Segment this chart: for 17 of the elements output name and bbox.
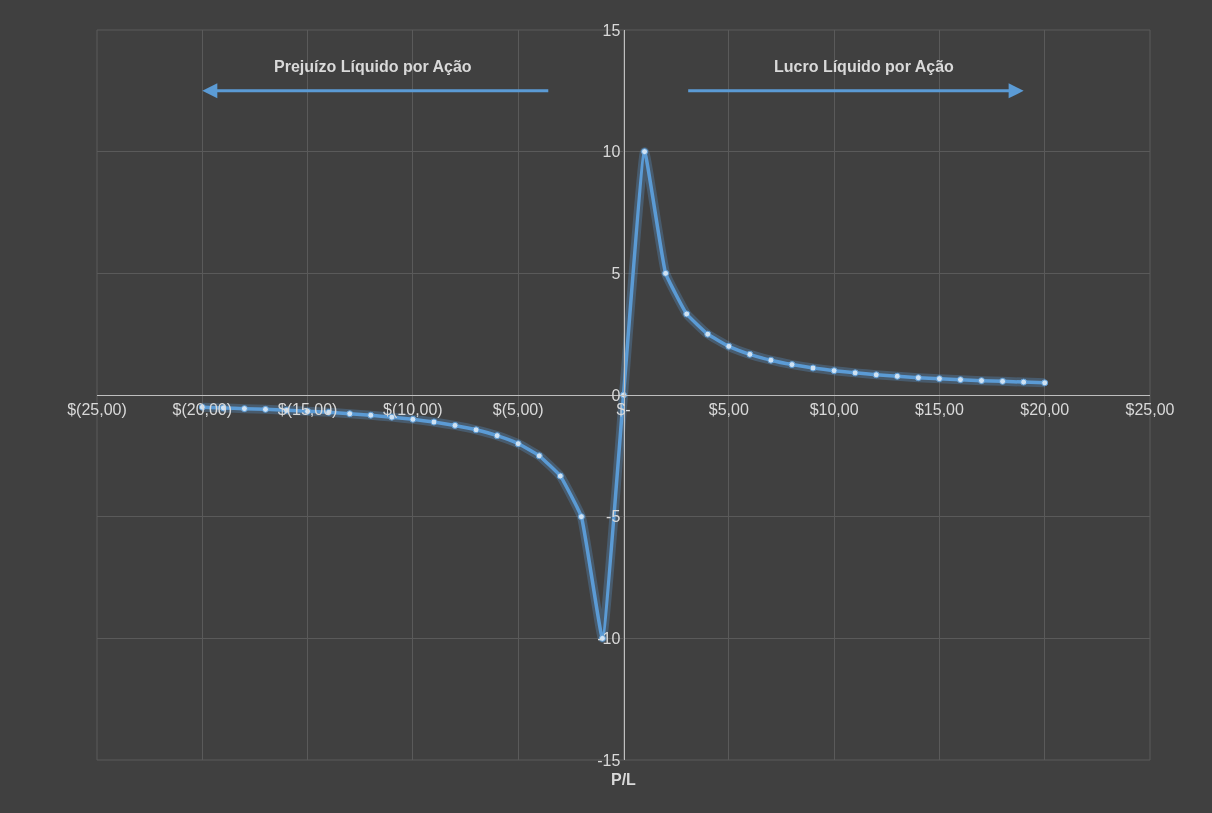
x-tick-label: $10,00 xyxy=(809,401,859,419)
y-tick-label: 10 xyxy=(602,143,621,161)
x-tick-label: $25,00 xyxy=(1125,401,1175,419)
y-tick-label: -10 xyxy=(597,629,621,647)
y-tick-label: 5 xyxy=(611,264,621,282)
x-tick-label: $(25,00) xyxy=(67,401,127,419)
x-tick-label: $20,00 xyxy=(1020,401,1070,419)
annotation: Lucro Líquido por Ação xyxy=(774,58,955,75)
x-tick-label: $5,00 xyxy=(708,401,749,419)
x-tick-label: $(10,00) xyxy=(383,401,443,419)
y-tick-label: 15 xyxy=(602,21,621,39)
x-tick-label: $15,00 xyxy=(914,401,964,419)
x-axis-title: P/L xyxy=(611,771,637,788)
x-tick-label: $(20,00) xyxy=(172,401,233,419)
annotation: Prejuízo Líquido por Ação xyxy=(274,58,472,75)
x-tick-label: $(5,00) xyxy=(492,401,544,419)
y-tick-label: -15 xyxy=(597,751,621,769)
